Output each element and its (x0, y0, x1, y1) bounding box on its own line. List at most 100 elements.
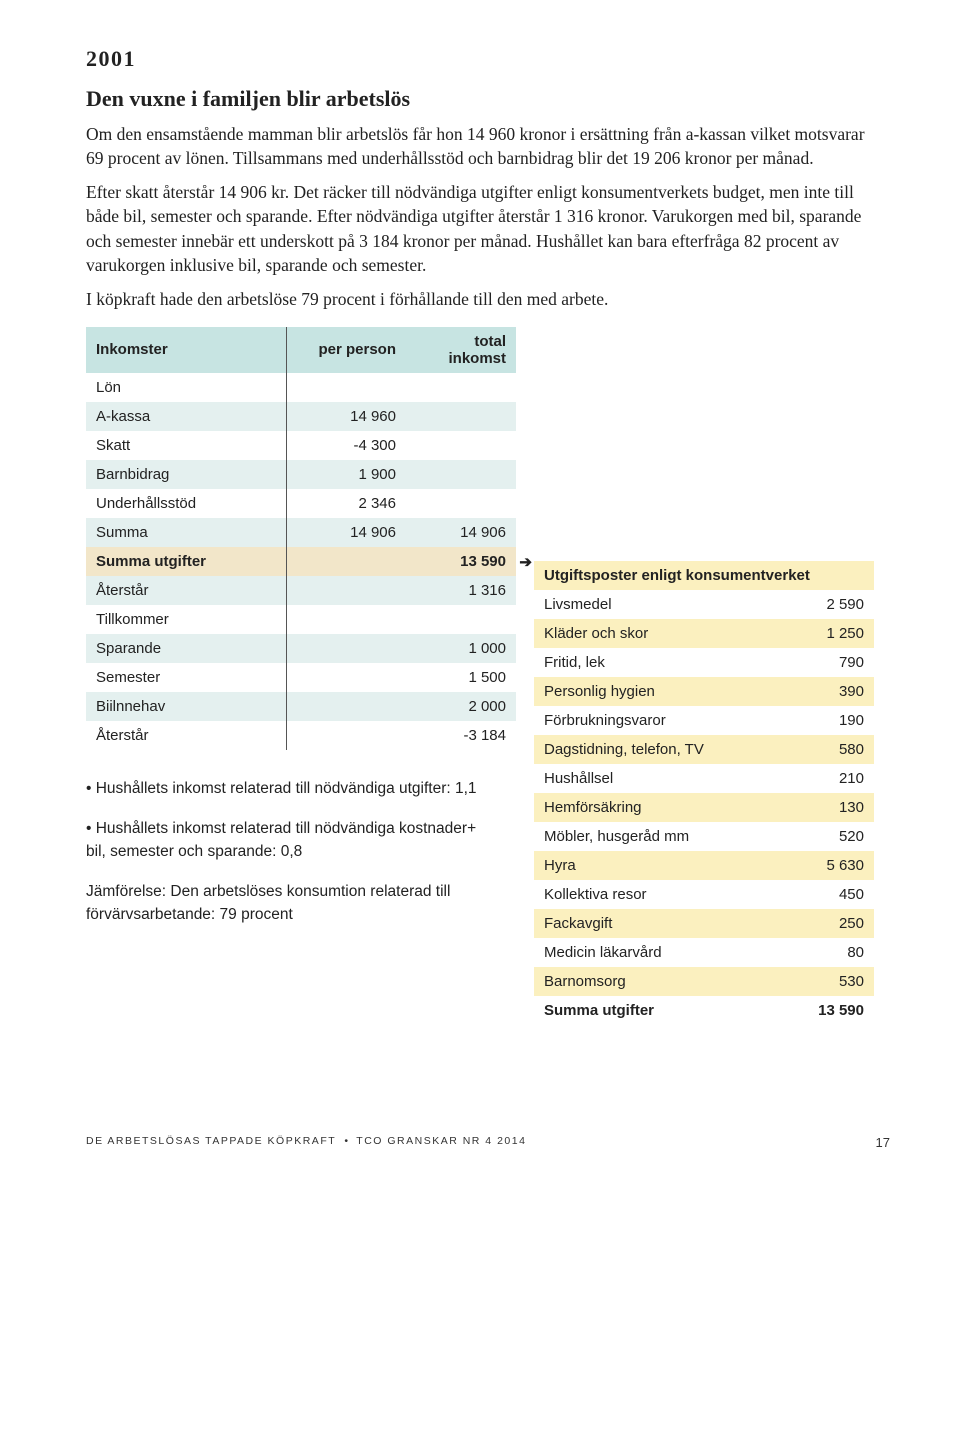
row-value-total (406, 402, 516, 431)
table-row: Livsmedel2 590 (534, 590, 874, 619)
row-label: Sparande (86, 634, 286, 663)
paragraph-2: Efter skatt återstår 14 906 kr. Det räck… (86, 180, 866, 277)
row-value-total: 14 906 (406, 518, 516, 547)
expense-label: Hushållsel (534, 764, 754, 793)
table-row: Barnbidrag1 900 (86, 460, 516, 489)
table-row: Hushållsel210 (534, 764, 874, 793)
table-row: Hyra5 630 (534, 851, 874, 880)
left-column: Inkomster per person total inkomst LönA-… (86, 327, 516, 944)
paragraph-3: I köpkraft hade den arbetslöse 79 procen… (86, 287, 866, 311)
row-value-per-person: 14 906 (286, 518, 406, 547)
expense-label: Hyra (534, 851, 754, 880)
row-label: Återstår (86, 576, 286, 605)
expense-label: Hemförsäkring (534, 793, 754, 822)
row-value-per-person (286, 721, 406, 750)
table-row: Summa utgifter 13 590 (86, 547, 516, 576)
row-label: Återstår (86, 721, 286, 750)
table-row: Semester1 500 (86, 663, 516, 692)
row-value-total (406, 373, 516, 402)
row-value-per-person (286, 692, 406, 721)
row-label: Underhållsstöd (86, 489, 286, 518)
row-value-per-person: 14 960 (286, 402, 406, 431)
row-value-per-person: -4 300 (286, 431, 406, 460)
row-value-total (406, 460, 516, 489)
table-row: Skatt-4 300 (86, 431, 516, 460)
expense-value: 80 (754, 938, 874, 967)
table-row: Kollektiva resor450 (534, 880, 874, 909)
page: 2001 Den vuxne i familjen blir arbetslös… (0, 0, 960, 1180)
table-row: Hemförsäkring130 (534, 793, 874, 822)
section-heading: Den vuxne i familjen blir arbetslös (86, 86, 890, 112)
footer-left-a: DE ARBETSLÖSAS TAPPADE KÖPKRAFT (86, 1135, 336, 1147)
table-row: Personlig hygien390 (534, 677, 874, 706)
table-row: Lön (86, 373, 516, 402)
right-column: Utgiftsposter enligt konsumentverket Liv… (534, 561, 874, 1025)
table-row: Summa14 90614 906 (86, 518, 516, 547)
expense-label: Fackavgift (534, 909, 754, 938)
tables-wrap: Inkomster per person total inkomst LönA-… (86, 327, 890, 1025)
expense-label: Fritid, lek (534, 648, 754, 677)
note-2: • Hushållets inkomst relaterad till nödv… (86, 818, 496, 863)
expense-header-label: Utgiftsposter enligt konsumentverket (534, 561, 874, 590)
page-footer: DE ARBETSLÖSAS TAPPADE KÖPKRAFT • TCO GR… (86, 1135, 890, 1150)
expense-label: Medicin läkarvård (534, 938, 754, 967)
col-total-inkomst: total inkomst (406, 327, 516, 373)
table-row: Möbler, husgeråd mm520 (534, 822, 874, 851)
expense-label: Dagstidning, telefon, TV (534, 735, 754, 764)
table-row: Kläder och skor1 250 (534, 619, 874, 648)
expense-value: 250 (754, 909, 874, 938)
paragraph-1: Om den ensamstående mamman blir arbetslö… (86, 122, 866, 170)
expense-label: Livsmedel (534, 590, 754, 619)
row-value-total (406, 489, 516, 518)
expense-sum-label: Summa utgifter (534, 996, 754, 1025)
row-label: Summa utgifter (86, 547, 286, 576)
table-row: Sparande 1 000 (86, 634, 516, 663)
expense-sum-row: Summa utgifter13 590 (534, 996, 874, 1025)
expense-value: 5 630 (754, 851, 874, 880)
income-table-header: Inkomster per person total inkomst (86, 327, 516, 373)
table-row: Dagstidning, telefon, TV580 (534, 735, 874, 764)
row-value-per-person: 1 900 (286, 460, 406, 489)
row-value-total (406, 605, 516, 634)
table-row: Medicin läkarvård80 (534, 938, 874, 967)
expense-label: Personlig hygien (534, 677, 754, 706)
row-value-per-person (286, 663, 406, 692)
row-value-per-person (286, 576, 406, 605)
expense-value: 1 250 (754, 619, 874, 648)
row-value-per-person (286, 547, 406, 576)
expense-label: Barnomsorg (534, 967, 754, 996)
table-row: Återstår 1 316 (86, 576, 516, 605)
table-row: Barnomsorg530 (534, 967, 874, 996)
page-number: 17 (876, 1135, 890, 1150)
expense-value: 530 (754, 967, 874, 996)
row-value-per-person (286, 605, 406, 634)
expense-label: Kläder och skor (534, 619, 754, 648)
footer-left-b: TCO GRANSKAR NR 4 2014 (356, 1135, 526, 1147)
table-row: Förbrukningsvaror190 (534, 706, 874, 735)
col-inkomster: Inkomster (86, 327, 286, 373)
row-value-total: 1 316 (406, 576, 516, 605)
row-label: Summa (86, 518, 286, 547)
row-value-total: 1 000 (406, 634, 516, 663)
row-value-per-person (286, 373, 406, 402)
table-row: Fritid, lek790 (534, 648, 874, 677)
expense-value: 130 (754, 793, 874, 822)
row-label: Semester (86, 663, 286, 692)
footer-dot-icon: • (344, 1135, 348, 1147)
expense-label: Kollektiva resor (534, 880, 754, 909)
row-value-total (406, 431, 516, 460)
row-label: Biilnnehav (86, 692, 286, 721)
expense-value: 390 (754, 677, 874, 706)
table-row: Biilnnehav 2 000 (86, 692, 516, 721)
table-row: Återstår -3 184 (86, 721, 516, 750)
expense-table: Utgiftsposter enligt konsumentverket Liv… (534, 561, 874, 1025)
row-label: Lön (86, 373, 286, 402)
expense-value: 790 (754, 648, 874, 677)
row-value-total: 2 000 (406, 692, 516, 721)
note-3: Jämförelse: Den arbetslöses konsumtion r… (86, 881, 496, 926)
row-label: Barnbidrag (86, 460, 286, 489)
row-value-total: -3 184 (406, 721, 516, 750)
expense-value: 580 (754, 735, 874, 764)
row-value-total: 13 590 (406, 547, 516, 576)
row-label: Skatt (86, 431, 286, 460)
